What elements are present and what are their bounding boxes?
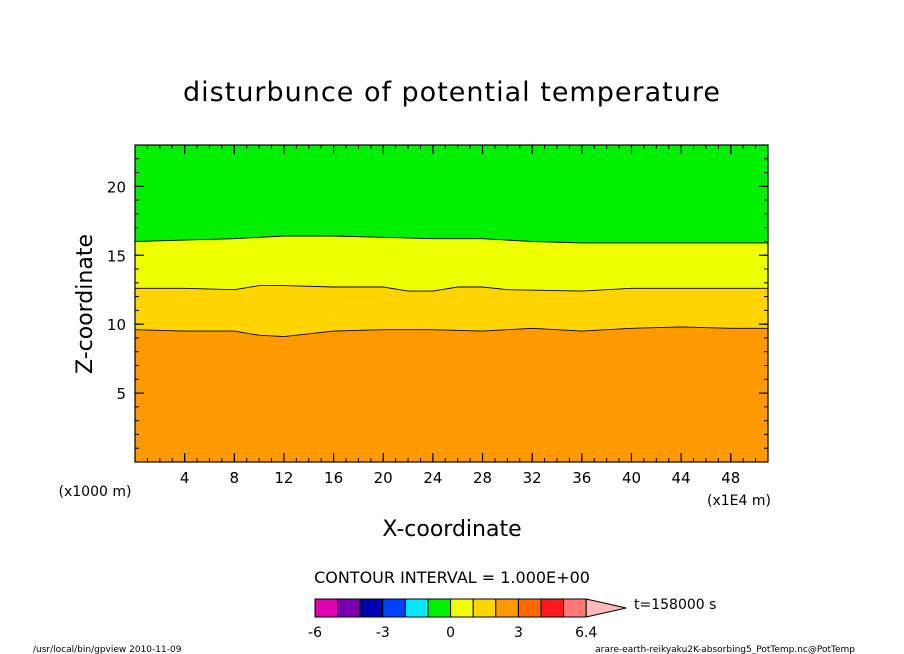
- x-tick-label: 24: [423, 469, 442, 487]
- colorbar-label: -3: [376, 625, 390, 641]
- colorbar-swatch: [427, 598, 452, 618]
- colorbar-swatch: [359, 598, 384, 618]
- x-unit-secondary-label: (x1E4 m): [707, 493, 771, 509]
- colorbar: -6 -3 0 3 6.4: [308, 598, 627, 641]
- region-level-2-to-3: [135, 285, 768, 337]
- colorbar-arrow: [585, 598, 627, 618]
- colorbar-label: 6.4: [575, 625, 597, 641]
- colorbar-swatch: [382, 598, 406, 618]
- x-tick-label: 36: [572, 469, 591, 487]
- y-tick-label: 15: [107, 247, 126, 265]
- time-label: t=158000 s: [634, 597, 716, 613]
- x-tick-label: 4: [180, 469, 190, 487]
- colorbar-swatch: [337, 598, 361, 618]
- x-tick-label: 32: [523, 469, 542, 487]
- y-tick-label: 20: [107, 178, 126, 196]
- colorbar-swatch: [314, 598, 339, 618]
- contour-line-level-3: [134, 326, 768, 338]
- x-tick-label: 16: [324, 469, 343, 487]
- colorbar-label: 0: [446, 625, 455, 641]
- y-tick-label: 5: [116, 385, 126, 403]
- y-tick-label: 10: [107, 316, 126, 334]
- plot-frame: [134, 144, 769, 463]
- colorbar-swatch: [563, 598, 587, 618]
- colorbar-swatch: [450, 598, 474, 618]
- colorbar-label: 3: [514, 625, 523, 641]
- chart-title: disturbunce of potential temperature: [183, 77, 721, 108]
- x-tick-label: 28: [473, 469, 492, 487]
- colorbar-label: -6: [308, 625, 322, 641]
- x-tick-label: 20: [374, 469, 393, 487]
- contour-line-level-2: [135, 285, 768, 292]
- region-level-1-to-2: [135, 236, 768, 292]
- x-tick-label: 12: [274, 469, 293, 487]
- x-unit-label: (x1000 m): [59, 484, 132, 500]
- colorbar-swatch: [540, 598, 565, 618]
- x-axis-label: X-coordinate: [382, 517, 521, 542]
- colorbar-swatch: [517, 598, 542, 618]
- x-tick-label: 8: [230, 469, 240, 487]
- y-axis-label: Z-coordinate: [73, 234, 98, 374]
- colorbar-swatch: [472, 598, 497, 618]
- footer-left: /usr/local/bin/gpview 2010-11-09: [33, 645, 182, 654]
- region-above-level-1: [135, 145, 768, 243]
- region-below-level-3: [135, 326, 768, 462]
- colorbar-swatch: [404, 598, 429, 618]
- colorbar-swatch: [495, 598, 519, 618]
- contour-line-level-1: [134, 235, 768, 244]
- contour-interval-label: CONTOUR INTERVAL = 1.000E+00: [314, 568, 590, 587]
- x-tick-label: 44: [672, 469, 691, 487]
- x-tick-label: 48: [721, 469, 740, 487]
- x-tick-label: 40: [622, 469, 641, 487]
- footer-right: arare-earth-reikyaku2K-absorbing5_PotTem…: [595, 645, 855, 654]
